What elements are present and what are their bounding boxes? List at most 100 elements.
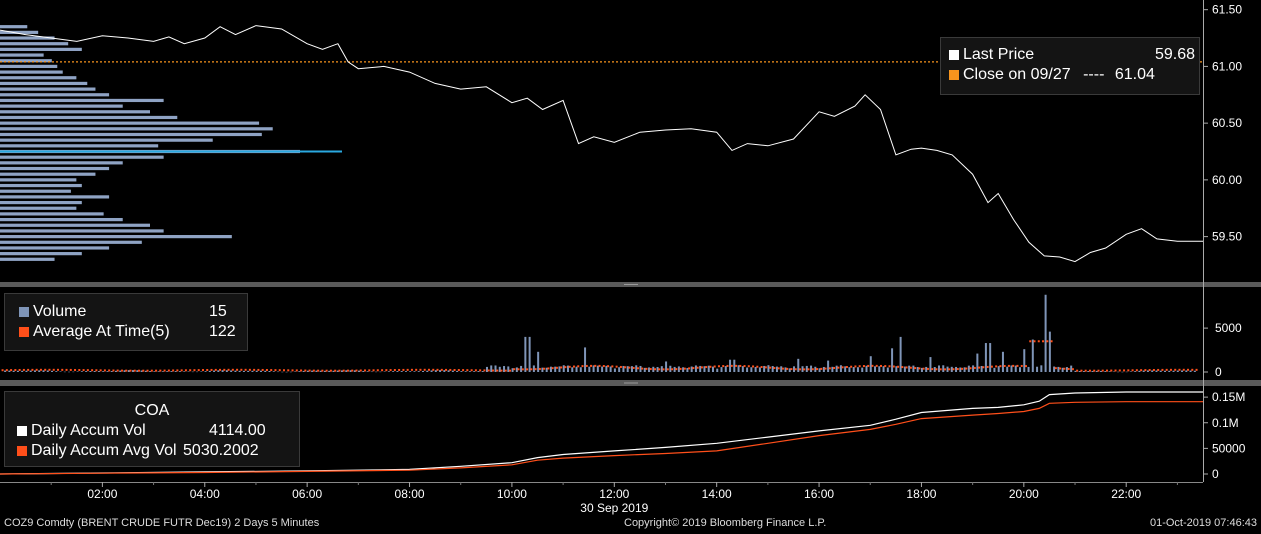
volume-bar — [434, 370, 437, 372]
average-dot — [837, 366, 840, 369]
volume-bar — [584, 347, 587, 372]
average-dot — [658, 368, 661, 371]
volume-bar — [643, 367, 646, 372]
average-dot — [278, 369, 281, 372]
volume-bar — [102, 371, 105, 372]
price-y-tick-label: 59.50 — [1212, 230, 1242, 244]
volume-profile-bar — [0, 138, 213, 142]
average-dot — [543, 367, 546, 370]
volume-bar — [396, 371, 399, 372]
average-dot — [666, 368, 669, 371]
volume-bar — [358, 370, 361, 372]
volume-bar — [1129, 371, 1132, 372]
close-label: Close on 09/27 — [963, 66, 1071, 83]
average-dot — [560, 366, 563, 369]
volume-bar — [4, 370, 7, 372]
volume-bar — [1014, 365, 1017, 372]
last-price-value: 59.68 — [1154, 46, 1195, 63]
volume-bar — [741, 366, 744, 372]
volume-bar — [323, 370, 326, 372]
average-dot — [897, 365, 900, 368]
volume-bar — [439, 370, 442, 372]
volume-bar — [831, 366, 834, 372]
volume-bar — [251, 370, 254, 372]
volume-bar — [724, 366, 727, 372]
price-y-tick-label: 61.50 — [1212, 3, 1242, 17]
volume-bar — [51, 370, 54, 372]
average-dot — [632, 366, 635, 369]
volume-bar — [844, 366, 847, 372]
average-dot — [120, 369, 123, 372]
average-dot — [1135, 369, 1138, 372]
volume-bar — [1095, 370, 1098, 372]
average-dot — [176, 369, 179, 372]
volume-bar — [818, 368, 821, 372]
average-dot — [662, 368, 665, 371]
volume-bar — [997, 366, 1000, 372]
close-swatch — [949, 69, 959, 80]
accum-avg-value: 5030.2002 — [183, 442, 259, 459]
volume-bar — [856, 367, 859, 372]
average-dot — [590, 364, 593, 367]
volume-swatch — [19, 306, 29, 317]
volume-bar — [298, 371, 301, 372]
volume-bar — [375, 371, 378, 373]
volume-bar — [541, 367, 544, 372]
volume-bar — [1125, 371, 1128, 373]
average-dot — [35, 368, 38, 371]
volume-bar — [114, 370, 117, 372]
average-dot — [287, 369, 290, 372]
average-dot — [905, 366, 908, 369]
volume-profile-bar — [0, 252, 82, 256]
volume-bar — [1134, 371, 1137, 372]
average-dot — [159, 369, 162, 372]
volume-bar — [473, 371, 476, 372]
average-dot — [1059, 367, 1062, 370]
close-dashes: ---- — [1083, 66, 1105, 83]
volume-profile-bar — [0, 47, 82, 51]
average-dot — [572, 365, 575, 368]
average-dot — [69, 368, 72, 371]
x-tick-label: 20:00 — [1009, 487, 1039, 501]
average-dot — [56, 368, 59, 371]
volume-bar — [716, 368, 719, 372]
average-dot — [393, 369, 396, 372]
average-dot — [1029, 340, 1032, 343]
average-dot — [86, 369, 89, 372]
average-dot — [879, 364, 882, 367]
volume-bar — [665, 361, 668, 372]
average-dot — [867, 364, 870, 367]
average-dot — [1054, 367, 1057, 370]
average-dot — [854, 365, 857, 368]
average-dot — [257, 368, 260, 371]
average-dot — [790, 368, 793, 371]
volume-bar — [1036, 366, 1039, 372]
volume-bar — [754, 366, 757, 372]
average-dot — [568, 365, 571, 368]
volume-bar — [869, 356, 872, 372]
volume-bar — [89, 370, 92, 372]
volume-bar — [767, 365, 770, 372]
volume-profile-bar — [0, 166, 110, 171]
volume-bar — [306, 370, 309, 372]
average-dot — [551, 367, 554, 370]
volume-profile-bar — [0, 200, 82, 205]
last-price-label: Last Price — [963, 46, 1035, 63]
average-dot — [129, 369, 132, 372]
volume-bar — [635, 365, 638, 372]
volume-bar — [191, 371, 194, 373]
volume-bar — [1121, 371, 1124, 373]
volume-bar — [430, 370, 433, 372]
average-dot — [828, 367, 831, 370]
volume-bar — [609, 366, 612, 372]
volume-bar — [238, 370, 241, 372]
volume-bar — [711, 366, 714, 372]
average-dot — [99, 369, 102, 372]
average-dot — [1114, 369, 1117, 372]
average-dot — [845, 366, 848, 369]
volume-bar — [392, 371, 395, 372]
average-dot — [470, 369, 473, 372]
average-dot — [231, 368, 234, 371]
volume-bar — [451, 370, 454, 372]
volume-profile-bar — [0, 235, 232, 239]
